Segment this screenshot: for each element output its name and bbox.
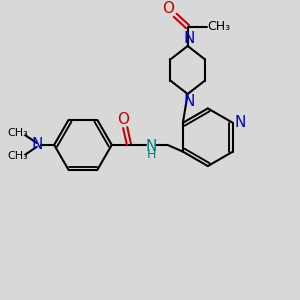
Text: N: N [31,137,43,152]
Text: O: O [117,112,129,128]
Text: H: H [146,148,156,161]
Text: N: N [184,94,195,109]
Text: N: N [146,139,157,154]
Text: CH₃: CH₃ [7,128,28,138]
Text: CH₃: CH₃ [7,152,28,161]
Text: O: O [163,1,175,16]
Text: N: N [184,31,195,46]
Text: N: N [235,115,246,130]
Text: CH₃: CH₃ [207,20,230,33]
